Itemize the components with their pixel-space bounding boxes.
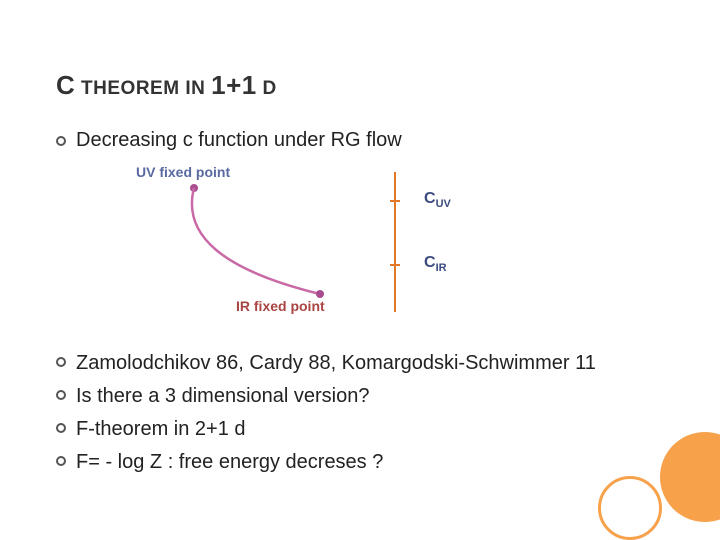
lower-bullets: Zamolodchikov 86, Cardy 88, Komargodski-…: [56, 350, 664, 476]
ir-dot-icon: [316, 290, 324, 298]
title-part1-big: C: [56, 70, 75, 100]
c-uv-tick: [390, 200, 400, 202]
c-uv-label: CUV: [424, 190, 451, 210]
top-bullet-row: Decreasing c function under RG flow: [56, 129, 664, 152]
title-part2-small: D: [257, 78, 277, 99]
bullet-row: F-theorem in 2+1 d: [56, 416, 664, 443]
bullet-text: Is there a 3 dimensional version?: [76, 383, 370, 410]
c-ir-tick: [390, 264, 400, 266]
bullet-marker-icon: [56, 423, 66, 433]
bullet-marker-icon: [56, 357, 66, 367]
uv-fixed-point-label: UV fixed point: [136, 164, 230, 180]
top-bullet-text: Decreasing c function under RG flow: [76, 129, 402, 152]
slide-title: C THEOREM IN 1+1 D: [56, 70, 664, 101]
c-ir-sub: IR: [436, 262, 447, 274]
c-uv-main: C: [424, 190, 436, 207]
bullet-marker-icon: [56, 136, 66, 146]
title-part2-big: 1+1: [211, 70, 257, 100]
bullet-row: F= - log Z : free energy decreses ?: [56, 449, 664, 476]
title-part1-small: THEOREM IN: [75, 78, 211, 99]
c-uv-sub: UV: [436, 198, 451, 210]
bullet-row: Zamolodchikov 86, Cardy 88, Komargodski-…: [56, 350, 664, 377]
bullet-marker-icon: [56, 390, 66, 400]
accent-ring: [598, 476, 662, 540]
ir-fixed-point-label: IR fixed point: [236, 298, 325, 314]
c-ir-label: CIR: [424, 254, 447, 274]
rg-flow-diagram: UV fixed point IR fixed point CUV CIR: [82, 160, 582, 332]
c-axis-line: [394, 172, 396, 312]
bullet-text: F= - log Z : free energy decreses ?: [76, 449, 383, 476]
slide-content: C THEOREM IN 1+1 D Decreasing c function…: [0, 0, 720, 476]
bullet-marker-icon: [56, 456, 66, 466]
c-ir-main: C: [424, 254, 436, 271]
bullet-text: Zamolodchikov 86, Cardy 88, Komargodski-…: [76, 350, 596, 377]
bullet-row: Is there a 3 dimensional version?: [56, 383, 664, 410]
bullet-text: F-theorem in 2+1 d: [76, 416, 246, 443]
